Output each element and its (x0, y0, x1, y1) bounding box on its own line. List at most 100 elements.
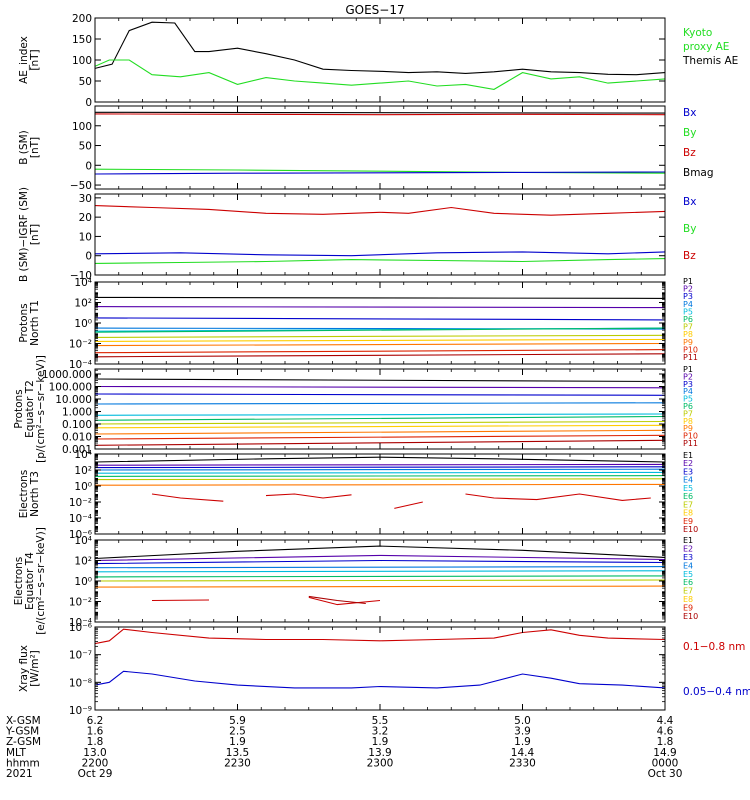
legend-entry: P8 (683, 417, 693, 426)
time-axis-value: 1.9 (514, 736, 531, 748)
y-axis-label: [nT] (29, 224, 41, 245)
legend-entry: P5 (683, 307, 693, 316)
series-line-e9c (394, 501, 423, 509)
legend-entry: proxy AE (683, 41, 729, 53)
y-tick-label: 10⁻⁴ (69, 617, 92, 629)
y-tick-label: 10⁻⁹ (69, 705, 92, 717)
y-tick-label: 10.000 (55, 394, 92, 406)
series-group (95, 205, 665, 264)
time-axis-value: 1.8 (87, 736, 104, 748)
time-axis-value: 2330 (509, 757, 536, 769)
time-axis-value: 3.9 (514, 726, 531, 738)
y-axis-label: Equator T4 (24, 552, 36, 610)
series-line-e8 (95, 483, 665, 486)
panel-pe: 0.0010.0100.1001.00010.000100.0001000.00… (13, 355, 698, 463)
time-axis-value: 2300 (367, 757, 394, 769)
legend-entry: E4 (683, 476, 693, 485)
legend-entry: Bx (683, 196, 696, 208)
legend-entry: P10 (683, 345, 698, 354)
y-tick-label: 10⁴ (74, 449, 92, 461)
y-axis-label: Equator T2 (24, 380, 36, 438)
legend-entry: By (683, 127, 696, 139)
legend-entry: P1 (683, 277, 693, 286)
legend-entry: P1 (683, 365, 693, 374)
series-line-p3 (95, 393, 665, 396)
series-group (95, 456, 665, 509)
series-line-themis-ae (95, 21, 665, 76)
y-axis-label: Xray flux (18, 645, 30, 692)
series-line-p2 (95, 306, 665, 309)
y-tick-label: −10 (70, 270, 92, 282)
legend-entry: E7 (683, 587, 693, 596)
series-line-e7 (95, 579, 665, 582)
y-axis-label: [nT] (29, 49, 41, 70)
series-line-e5 (95, 570, 665, 573)
time-axis-value: 2.5 (229, 726, 246, 738)
time-axis-value: 4.6 (657, 726, 674, 738)
y-tick-label: 0 (85, 97, 92, 109)
panel-en: 10⁻⁶ 10⁻⁴ 10⁻² 10⁰ 10² 10⁴ Electrons North T3 E1… (18, 449, 698, 541)
y-axis-label: [p/(cm²−s−sr−keV)] (35, 355, 47, 463)
panel-bsm: −50 0 50 100 B (SM) [nT] Bx By Bz Bmag (18, 105, 714, 192)
y-tick-label: 30 (79, 193, 92, 205)
legend-entry: E8 (683, 509, 693, 518)
series-line-p3 (95, 317, 665, 321)
legend-entry: P6 (683, 402, 693, 411)
legend-entry: E6 (683, 492, 693, 501)
time-axis-value: 1.8 (657, 736, 674, 748)
legend-entry: E3 (683, 467, 693, 476)
legend-entry: P9 (683, 424, 693, 433)
time-axis-labels: X-GSM 6.2 5.9 5.5 5.0 4.4 Y-GSM 1.6 2.5 3.2 3.9 4.6… (5, 715, 682, 780)
y-tick-label: 10⁻² (69, 497, 92, 509)
legend-entry: Themis AE (682, 55, 738, 67)
legend-entry: E5 (683, 570, 693, 579)
series-line-bmag (95, 111, 665, 114)
y-axis-label: B (SM) (18, 130, 30, 164)
series-line-e4 (95, 468, 665, 471)
legend-entry: P9 (683, 338, 693, 347)
legend-entry: E10 (683, 525, 698, 534)
series-line-p1 (95, 378, 665, 383)
y-tick-label: 1000.000 (42, 369, 92, 381)
legend-entry: P6 (683, 315, 693, 324)
y-tick-label: 0.100 (62, 419, 92, 431)
legend-entry: By (683, 223, 696, 235)
y-tick-label: 50 (79, 76, 92, 88)
series-line-e7 (95, 478, 665, 481)
series-group (95, 296, 665, 358)
series-line-bz (95, 113, 665, 116)
y-tick-label: −50 (70, 180, 92, 192)
y-tick-label: 50 (79, 141, 92, 153)
time-axis-value: 14.9 (653, 747, 676, 759)
legend-entry: P5 (683, 395, 693, 404)
time-axis-value: 2200 (82, 757, 109, 769)
series-line-p4 (95, 402, 665, 405)
y-tick-label: 100 (72, 121, 92, 133)
legend-entry: E5 (683, 484, 693, 493)
series-line-p9 (95, 429, 665, 435)
y-tick-label: 150 (72, 34, 92, 46)
series-line-0-05-0-4-nm (95, 670, 665, 689)
y-tick-label: 0 (85, 251, 92, 263)
legend-entry: Bx (683, 107, 696, 119)
series-line-bx (95, 171, 665, 175)
y-tick-label: 0.001 (62, 444, 92, 456)
time-axis-value: Oct 30 (648, 768, 683, 780)
y-tick-label: 10⁻⁴ (69, 513, 92, 525)
series-line-e3 (95, 559, 665, 565)
time-axis-value: 5.9 (229, 715, 246, 727)
y-tick-label: 10 (79, 231, 92, 243)
legend-entry: P10 (683, 432, 698, 441)
time-axis-row-label: MLT (6, 747, 26, 759)
time-axis-value: 13.5 (226, 747, 249, 759)
y-axis-label: North T1 (29, 300, 41, 346)
series-line-p7 (95, 334, 665, 338)
y-tick-label: 10⁴ (74, 535, 92, 547)
legend-entry: P8 (683, 330, 693, 339)
series-line-e9d (465, 493, 651, 501)
y-axis-label: [W/m²] (29, 650, 41, 687)
time-axis-value: 4.4 (657, 715, 674, 727)
panel-ee: 10⁻⁴ 10⁻² 10⁰ 10² 10⁴ Electrons Equator T4 [e/(… (13, 527, 698, 635)
